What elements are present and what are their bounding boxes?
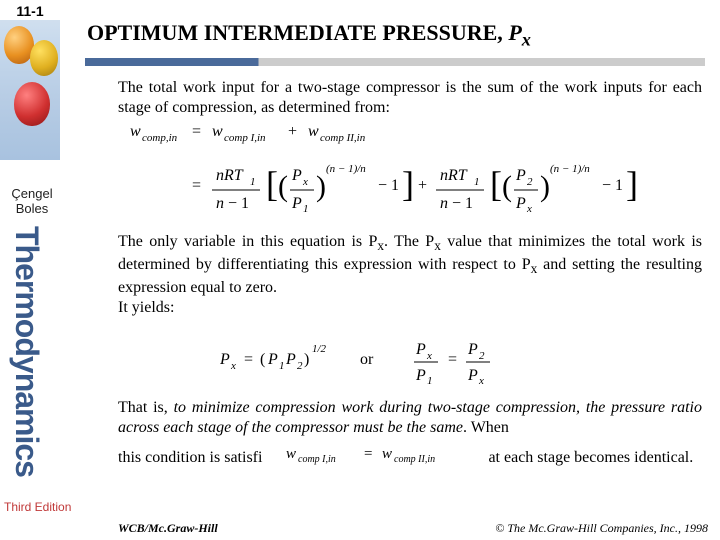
svg-text:P: P [285, 351, 296, 368]
svg-text:P: P [291, 195, 302, 212]
svg-text:P: P [467, 367, 478, 384]
svg-text:=: = [244, 351, 253, 368]
svg-text:w: w [212, 123, 223, 140]
p3-b: . When [463, 419, 509, 436]
svg-text:=: = [192, 177, 201, 194]
author-1: Çengel [11, 186, 52, 201]
page-title: OPTIMUM INTERMEDIATE PRESSURE, Px [87, 20, 531, 50]
svg-text:− 1: − 1 [452, 195, 473, 212]
svg-text:2: 2 [479, 350, 485, 362]
title-underline [85, 58, 705, 66]
svg-text:x: x [526, 203, 532, 215]
svg-text:w: w [382, 446, 392, 462]
title-variable: Px [508, 20, 531, 45]
footer-publisher: WCB/Mc.Graw-Hill [118, 521, 218, 536]
svg-text:(: ( [278, 170, 288, 203]
balloon-icon [14, 82, 50, 126]
svg-text:w: w [130, 123, 141, 140]
svg-text:n: n [216, 195, 224, 212]
svg-text:P: P [515, 195, 526, 212]
svg-text:P: P [267, 351, 278, 368]
sidebar-photo [0, 0, 60, 160]
svg-text:x: x [426, 350, 432, 362]
svg-text:P: P [415, 367, 426, 384]
svg-text:w: w [286, 446, 296, 462]
svg-text:comp,in: comp,in [142, 132, 178, 144]
paragraph-1: The total work input for a two-stage com… [118, 78, 702, 118]
svg-text:P: P [291, 167, 302, 184]
svg-text:comp I,in: comp I,in [224, 132, 266, 144]
svg-text:): ) [540, 170, 550, 203]
book-title-vertical: Thermodynamics [8, 226, 45, 477]
svg-text:[: [ [266, 164, 278, 204]
svg-text:P: P [515, 167, 526, 184]
svg-text:− 1: − 1 [378, 177, 399, 194]
svg-text:x: x [302, 176, 308, 188]
p2-b: . The P [384, 233, 434, 250]
svg-text:(n − 1)/n: (n − 1)/n [326, 163, 366, 175]
svg-text:]: ] [626, 164, 638, 204]
p3-c: this condition is satisfi [118, 449, 262, 466]
p2-e: It yields: [118, 299, 174, 316]
svg-text:(: ( [260, 351, 265, 368]
svg-text:P: P [415, 341, 426, 358]
p3-ital: to minimize compression work during two-… [118, 399, 702, 436]
footer-copyright: © The Mc.Graw-Hill Companies, Inc., 1998 [495, 521, 708, 536]
svg-text:x: x [230, 360, 236, 372]
p3-a: That is, [118, 399, 174, 416]
svg-text:or: or [360, 351, 374, 368]
svg-text:=: = [364, 446, 372, 462]
svg-text:w: w [308, 123, 319, 140]
svg-text:=: = [192, 123, 201, 140]
svg-text:1: 1 [303, 203, 309, 215]
svg-text:): ) [304, 351, 309, 368]
svg-text:comp II,in: comp II,in [394, 454, 435, 465]
equation-identical: wcomp I,in = wcomp II,in [266, 442, 484, 466]
svg-text:): ) [316, 170, 326, 203]
p2-a: The only variable in this equation is P [118, 233, 377, 250]
svg-text:P: P [467, 341, 478, 358]
title-text: OPTIMUM INTERMEDIATE PRESSURE, [87, 20, 508, 45]
svg-text:+: + [288, 123, 297, 140]
svg-text:n: n [440, 195, 448, 212]
svg-text:nRT: nRT [216, 167, 244, 184]
svg-text:[: [ [490, 164, 502, 204]
svg-text:− 1: − 1 [228, 195, 249, 212]
equation-main: wcomp,in = wcomp I,in + wcomp II,in = nR… [120, 118, 670, 228]
svg-text:comp II,in: comp II,in [320, 132, 366, 144]
svg-text:x: x [478, 375, 484, 386]
authors: Çengel Boles [2, 186, 62, 216]
page-number: 11-1 [0, 0, 60, 20]
svg-text:1: 1 [250, 176, 256, 188]
svg-text:(n − 1)/n: (n − 1)/n [550, 163, 590, 175]
author-2: Boles [16, 201, 49, 216]
svg-text:nRT: nRT [440, 167, 468, 184]
svg-text:]: ] [402, 164, 414, 204]
svg-text:1/2: 1/2 [312, 343, 327, 355]
edition-label: Third Edition [4, 500, 71, 514]
paragraph-3: That is, to minimize compression work du… [118, 398, 702, 468]
svg-text:+: + [418, 177, 427, 194]
svg-text:2: 2 [297, 360, 303, 372]
svg-text:1: 1 [279, 360, 285, 372]
p3-d: at each stage becomes identical. [488, 449, 693, 466]
svg-text:2: 2 [527, 176, 533, 188]
balloon-icon [30, 40, 58, 76]
paragraph-2: The only variable in this equation is Px… [118, 232, 702, 318]
svg-text:1: 1 [474, 176, 480, 188]
svg-text:− 1: − 1 [602, 177, 623, 194]
svg-text:1: 1 [427, 375, 433, 386]
svg-text:=: = [448, 351, 457, 368]
equation-result: Px = ( P1 P2 ) 1/2 or Px P1 = P2 Px [220, 336, 600, 386]
svg-text:(: ( [502, 170, 512, 203]
svg-text:comp I,in: comp I,in [298, 454, 336, 465]
svg-text:P: P [220, 351, 230, 368]
